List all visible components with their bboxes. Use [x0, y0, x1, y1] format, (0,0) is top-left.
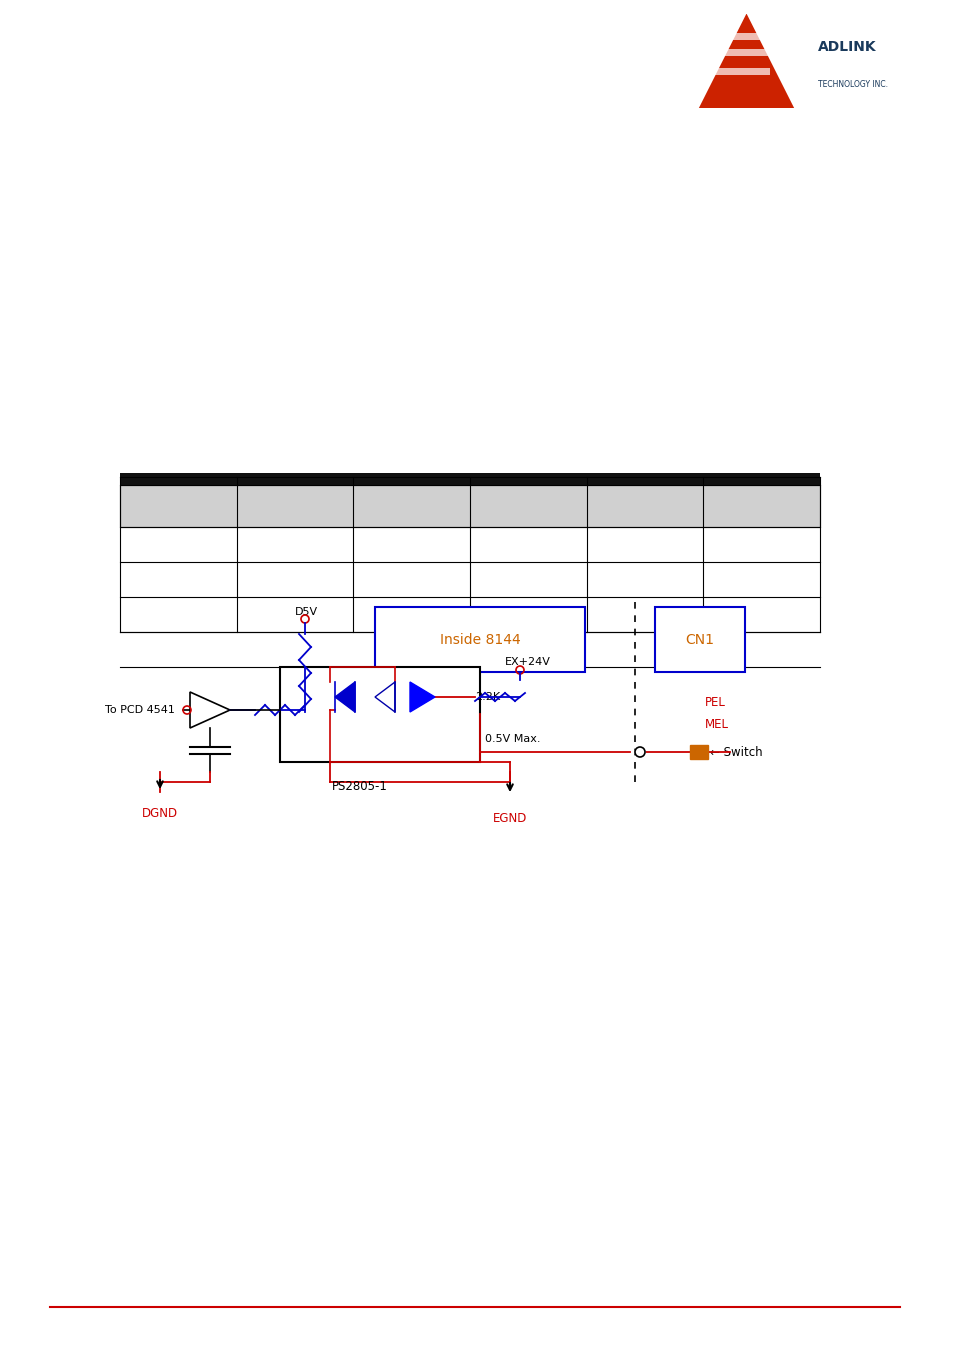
Polygon shape [190, 692, 230, 727]
Text: ADLINK: ADLINK [817, 39, 876, 54]
Text: TECHNOLOGY INC.: TECHNOLOGY INC. [817, 80, 887, 89]
Text: MEL: MEL [704, 718, 728, 730]
Text: D5V: D5V [294, 607, 317, 617]
Bar [120, 485, 820, 527]
Text: To PCD 4541: To PCD 4541 [105, 704, 174, 715]
Text: 0.5V Max.: 0.5V Max. [484, 734, 540, 744]
Text: CN1: CN1 [685, 633, 714, 646]
Text: PS2805-1: PS2805-1 [332, 780, 388, 794]
Polygon shape [698, 14, 793, 108]
Text: EX+24V: EX+24V [504, 657, 550, 667]
FancyBboxPatch shape [710, 34, 770, 41]
Bar [280, 667, 479, 763]
Bar [120, 473, 820, 485]
Text: Inside 8144: Inside 8144 [439, 633, 519, 646]
Text: ← Switch: ← Switch [709, 745, 761, 758]
Polygon shape [375, 681, 395, 713]
Text: EGND: EGND [493, 813, 527, 825]
FancyBboxPatch shape [710, 69, 770, 74]
Text: PEL: PEL [704, 695, 725, 708]
Bar [689, 745, 707, 758]
Text: 2.2K: 2.2K [475, 692, 499, 702]
Circle shape [635, 748, 644, 757]
Text: DGND: DGND [142, 807, 178, 821]
Polygon shape [335, 681, 355, 713]
FancyBboxPatch shape [655, 607, 744, 672]
Polygon shape [410, 681, 435, 713]
FancyBboxPatch shape [710, 50, 770, 55]
FancyBboxPatch shape [375, 607, 584, 672]
